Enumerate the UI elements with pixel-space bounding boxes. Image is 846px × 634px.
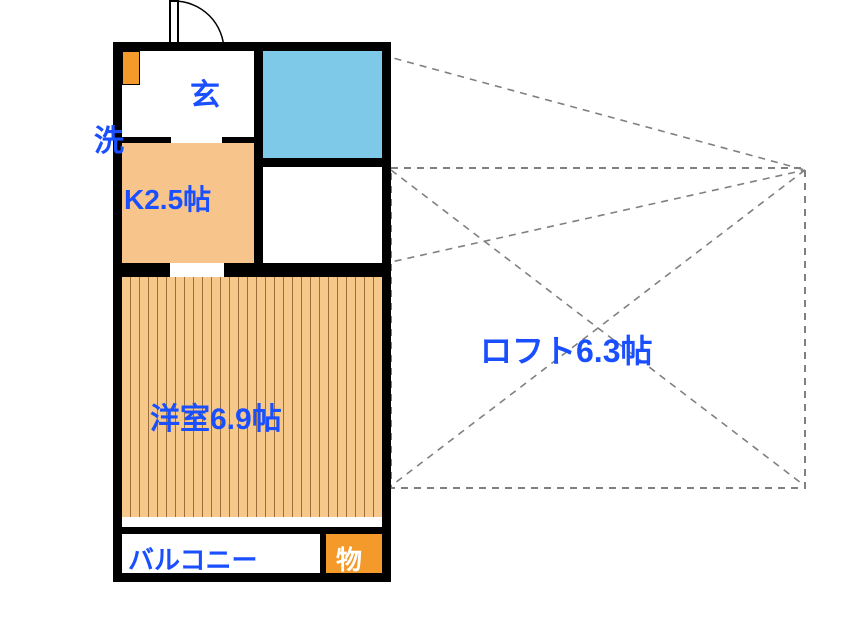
- wall-storage: [320, 532, 326, 576]
- wall-mid-v: [254, 42, 263, 264]
- label-main: 洋室6.9帖: [150, 394, 282, 438]
- label-loft: ロフト6.3帖: [480, 326, 653, 372]
- wall-above-main: [113, 263, 391, 277]
- floorplan-canvas: 玄洗K2.5帖洋室6.9帖 ロフト6.3帖バルコニー 物: [0, 0, 846, 634]
- fixture-shoebox: [122, 51, 140, 85]
- main-sill: [122, 517, 382, 527]
- wall-bath-toilet: [254, 158, 391, 167]
- room-bath: [262, 51, 382, 159]
- room-toilet: [262, 165, 382, 263]
- wall-right: [382, 42, 391, 582]
- label-wash: 洗: [94, 116, 124, 160]
- label-storage: 物: [336, 540, 362, 577]
- label-kitchen: K2.5帖: [124, 178, 211, 218]
- wall-top: [113, 42, 391, 51]
- room-entry: [122, 51, 254, 137]
- label-balcony: バルコニー: [128, 540, 257, 577]
- wall-entry-kitchen-right: [222, 137, 262, 143]
- label-entry: 玄: [190, 70, 220, 114]
- door-gap-main: [170, 263, 224, 277]
